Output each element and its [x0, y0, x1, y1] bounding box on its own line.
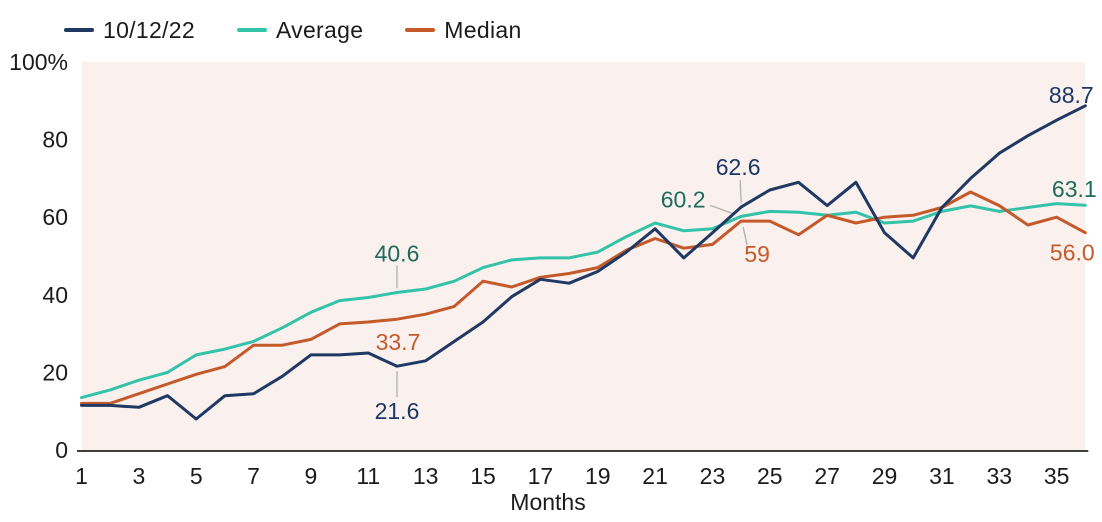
- legend-label: Average: [275, 17, 364, 43]
- series-line-median: [80, 190, 1087, 405]
- x-tick-label: 11: [356, 463, 380, 489]
- annotation-value-label: 21.6: [375, 398, 420, 424]
- legend-label: Median: [444, 17, 522, 43]
- series-line-10-12-22: [80, 104, 1087, 421]
- series-line-average: [80, 202, 1087, 400]
- x-tick-label: 19: [585, 463, 611, 489]
- y-tick-label: 40: [42, 282, 68, 308]
- legend-item-10-12-22: 10/12/22: [64, 17, 195, 43]
- y-tick-label: 100%: [9, 49, 68, 75]
- annotation-leader-line: [709, 204, 736, 216]
- x-tick-label: 3: [132, 463, 145, 489]
- annotation-leader-line: [739, 180, 742, 204]
- x-tick-label: 31: [929, 463, 955, 489]
- annotation-value-label: 40.6: [375, 240, 420, 266]
- annotation-value-label: 59: [744, 241, 770, 267]
- annotation-leader-line: [742, 226, 748, 246]
- legend-item-median: Median: [405, 17, 521, 43]
- x-tick-label: 5: [190, 463, 203, 489]
- x-tick-label: 23: [700, 463, 726, 489]
- annotation-value-label: 62.6: [716, 154, 761, 180]
- x-tick-label: 35: [1044, 463, 1070, 489]
- legend-item-average: Average: [236, 17, 364, 43]
- annotation-value-label: 88.7: [1049, 82, 1094, 108]
- chart-legend: 10/12/22 Average Median: [64, 17, 522, 43]
- legend-label: 10/12/22: [103, 17, 195, 43]
- x-tick-label: 33: [986, 463, 1012, 489]
- x-tick-label: 21: [642, 463, 668, 489]
- x-tick-label: 13: [413, 463, 439, 489]
- x-tick-label: 27: [814, 463, 840, 489]
- x-tick-label: 29: [872, 463, 898, 489]
- navy-line-swatch-icon: [64, 28, 94, 32]
- annotation-value-label: 56.0: [1050, 240, 1095, 266]
- annotation-value-label: 33.7: [376, 329, 421, 355]
- y-tick-label: 0: [55, 437, 68, 463]
- x-tick-label: 15: [470, 463, 496, 489]
- x-tick-label: 17: [528, 463, 554, 489]
- annotation-value-label: 63.1: [1052, 176, 1097, 202]
- teal-line-swatch-icon: [236, 28, 267, 32]
- x-tick-label: 7: [247, 463, 260, 489]
- y-tick-label: 20: [42, 359, 68, 385]
- annotation-value-label: 60.2: [661, 186, 706, 212]
- x-axis-title: Months: [510, 489, 585, 515]
- orange-line-swatch-icon: [405, 28, 436, 32]
- x-tick-label: 9: [305, 463, 318, 489]
- x-tick-label: 1: [75, 463, 88, 489]
- y-tick-label: 60: [42, 204, 68, 230]
- y-tick-label: 80: [42, 127, 68, 153]
- x-tick-label: 25: [757, 463, 783, 489]
